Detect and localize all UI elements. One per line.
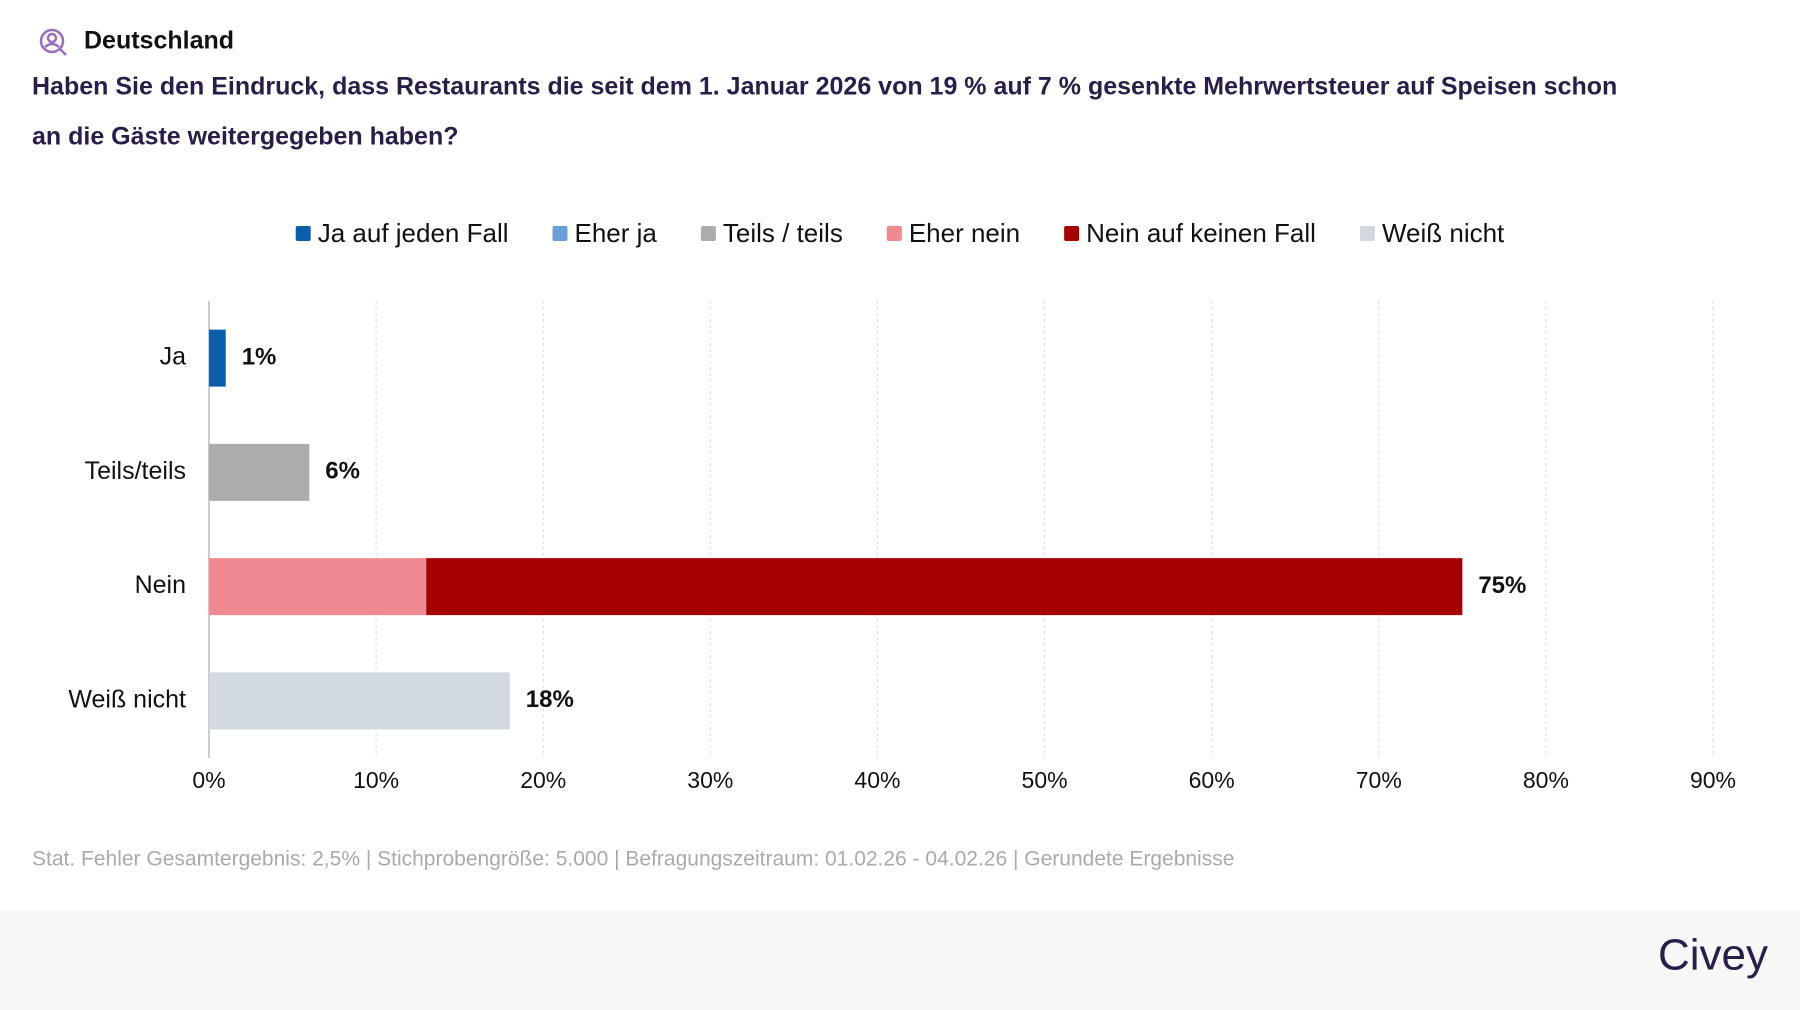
legend-label: Eher ja: [575, 218, 658, 248]
x-tick-label: 0%: [192, 767, 225, 793]
x-tick-label: 60%: [1189, 767, 1235, 793]
x-tick-label: 80%: [1523, 767, 1569, 793]
total-label: 1%: [242, 343, 277, 370]
legend-swatch: [552, 226, 568, 241]
x-tick-label: 30%: [687, 767, 733, 793]
bar-segment: [209, 443, 310, 501]
location-icon: [39, 28, 67, 56]
legend: Ja auf jeden Fall Eher ja Teils / teils Ehe…: [295, 218, 1505, 248]
bar-segment: [209, 672, 510, 730]
total-label: 75%: [1478, 572, 1526, 599]
x-tick-label: 90%: [1690, 767, 1736, 793]
legend-swatch: [1064, 226, 1080, 241]
y-tick-label: Teils/teils: [85, 457, 186, 485]
total-label: 6%: [325, 458, 360, 485]
chart-title: an die Gäste weitergegeben haben?: [32, 123, 459, 151]
legend-label: Teils / teils: [723, 218, 843, 248]
bar-segment: [209, 558, 427, 616]
legend-swatch: [295, 226, 311, 241]
footer-band: [0, 910, 1800, 1010]
x-tick-label: 70%: [1356, 767, 1402, 793]
x-tick-label: 10%: [353, 767, 399, 793]
brand: Civey: [1658, 931, 1768, 980]
y-tick-label: Weiß nicht: [68, 685, 186, 713]
bar-segment: [209, 329, 226, 387]
y-tick-label: Ja: [160, 343, 187, 371]
legend-swatch: [700, 226, 716, 241]
chart-title: Haben Sie den Eindruck, dass Restaurants…: [32, 73, 1617, 101]
location: Deutschland: [84, 27, 234, 55]
legend-label: Weiß nicht: [1382, 218, 1505, 248]
legend-swatch: [1359, 226, 1375, 241]
x-tick-label: 20%: [520, 767, 566, 793]
legend-swatch: [886, 226, 902, 241]
y-tick-label: Nein: [135, 571, 186, 599]
legend-label: Nein auf keinen Fall: [1086, 218, 1316, 248]
note: Stat. Fehler Gesamtergebnis: 2,5% | Stic…: [32, 848, 1234, 871]
bar-segment: [426, 558, 1463, 616]
x-tick-label: 40%: [854, 767, 900, 793]
legend-label: Eher nein: [909, 218, 1020, 248]
total-label: 18%: [526, 686, 574, 713]
x-tick-label: 50%: [1022, 767, 1068, 793]
legend-label: Ja auf jeden Fall: [318, 218, 509, 248]
